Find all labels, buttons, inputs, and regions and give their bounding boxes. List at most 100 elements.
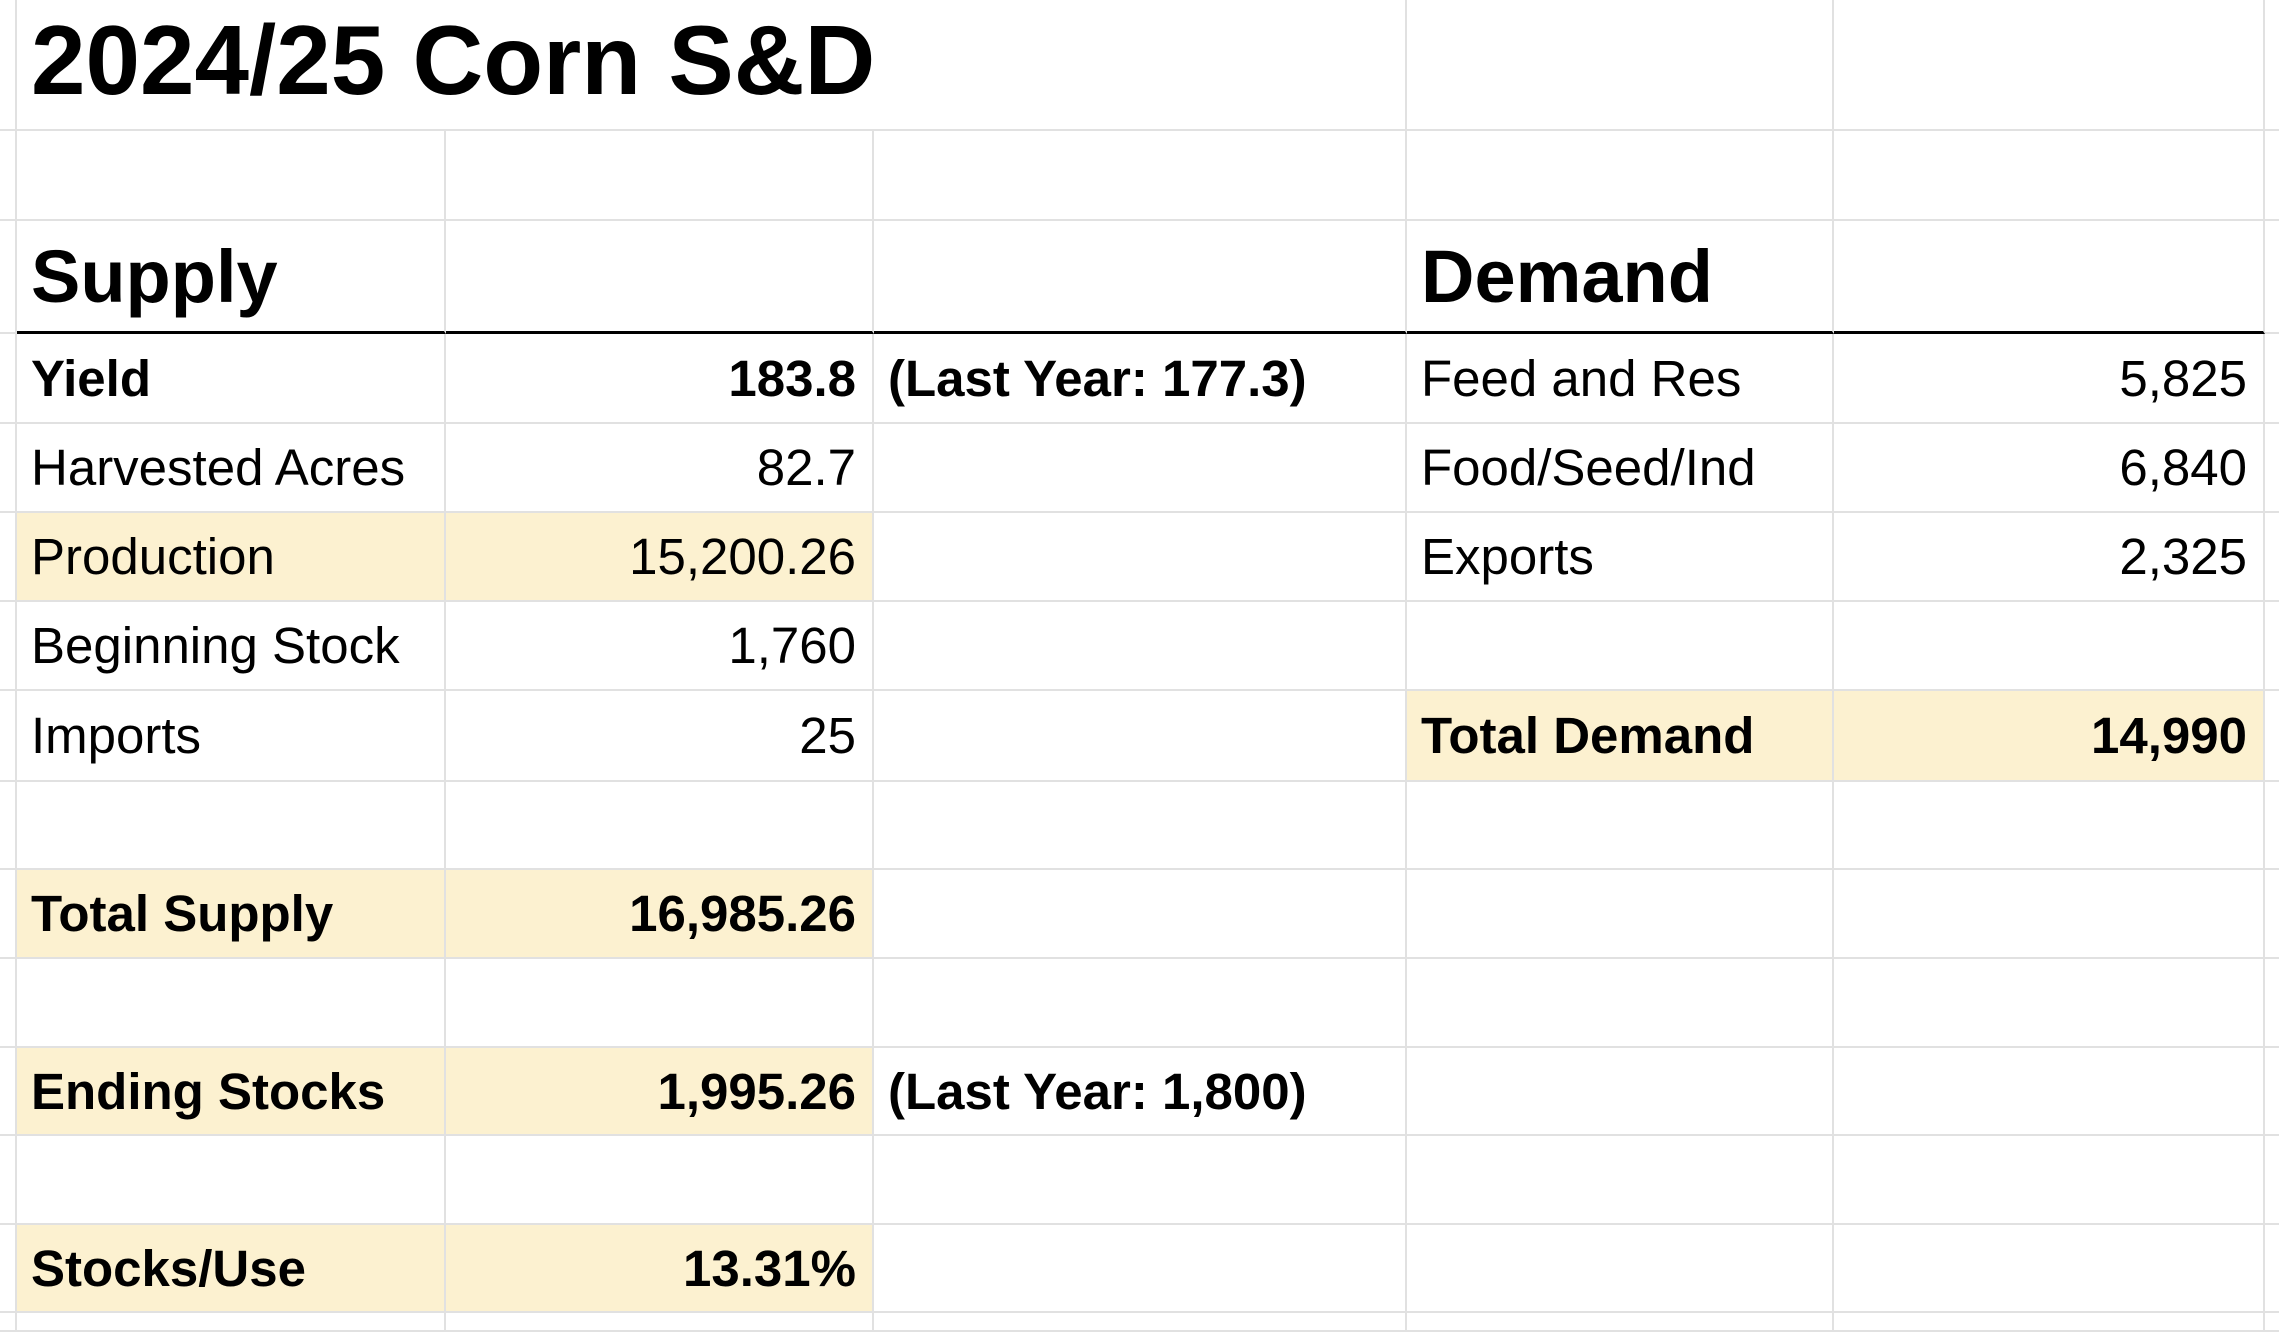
cell-text: 1,760 bbox=[446, 602, 874, 691]
cell bbox=[17, 1136, 446, 1225]
cell bbox=[1834, 602, 2265, 691]
cell bbox=[1834, 782, 2265, 870]
cell-text: Production bbox=[17, 513, 446, 602]
row-gutter bbox=[0, 691, 17, 782]
cell bbox=[1407, 602, 1834, 691]
row-gutter bbox=[0, 870, 17, 959]
cell bbox=[874, 424, 1407, 513]
cell bbox=[874, 602, 1407, 691]
cell bbox=[1407, 782, 1834, 870]
cell bbox=[1407, 1048, 1834, 1136]
cell bbox=[446, 1136, 874, 1225]
cell-text: Demand bbox=[1407, 221, 1834, 334]
row-gutter bbox=[0, 131, 17, 221]
cell bbox=[1407, 1225, 1834, 1313]
row-gutter bbox=[0, 424, 17, 513]
cell bbox=[446, 221, 874, 334]
row-gutter bbox=[0, 1048, 17, 1136]
cell-text: Harvested Acres bbox=[17, 424, 446, 513]
cell-text: Yield bbox=[17, 334, 446, 424]
cell bbox=[2265, 1136, 2279, 1225]
cell bbox=[1834, 870, 2265, 959]
row-gutter bbox=[0, 334, 17, 424]
cell-text: 14,990 bbox=[1834, 691, 2265, 782]
cell-text: Supply bbox=[17, 221, 446, 334]
row-gutter bbox=[0, 1136, 17, 1225]
cell bbox=[874, 870, 1407, 959]
cell-text: 25 bbox=[446, 691, 874, 782]
cell bbox=[2265, 870, 2279, 959]
cell bbox=[2265, 1048, 2279, 1136]
cell bbox=[1407, 1313, 1834, 1332]
cell-text: (Last Year: 1,800) bbox=[874, 1048, 1407, 1136]
cell bbox=[2265, 602, 2279, 691]
cell-text: Food/Seed/Ind bbox=[1407, 424, 1834, 513]
row-gutter bbox=[0, 0, 17, 131]
row-gutter bbox=[0, 602, 17, 691]
cell bbox=[17, 782, 446, 870]
cell bbox=[1407, 131, 1834, 221]
cell bbox=[874, 1136, 1407, 1225]
cell bbox=[1407, 0, 1834, 131]
cell-text: 13.31% bbox=[446, 1225, 874, 1313]
cell bbox=[874, 131, 1407, 221]
row-gutter bbox=[0, 1313, 17, 1332]
cell bbox=[1834, 959, 2265, 1048]
cell bbox=[1834, 1313, 2265, 1332]
cell bbox=[17, 1313, 446, 1332]
cell bbox=[2265, 1225, 2279, 1313]
cell bbox=[874, 1225, 1407, 1313]
cell bbox=[1407, 959, 1834, 1048]
cell bbox=[1407, 870, 1834, 959]
cell bbox=[446, 959, 874, 1048]
cell-text: 183.8 bbox=[446, 334, 874, 424]
cell bbox=[2265, 1313, 2279, 1332]
cell bbox=[2265, 959, 2279, 1048]
cell bbox=[446, 782, 874, 870]
cell-text: Feed and Res bbox=[1407, 334, 1834, 424]
cell-text: Total Supply bbox=[17, 870, 446, 959]
cell-text: 15,200.26 bbox=[446, 513, 874, 602]
cell-text: Exports bbox=[1407, 513, 1834, 602]
cell bbox=[874, 1313, 1407, 1332]
cell bbox=[17, 131, 446, 221]
cell bbox=[1834, 1136, 2265, 1225]
cell-text: Imports bbox=[17, 691, 446, 782]
cell bbox=[2265, 513, 2279, 602]
cell-text: 2,325 bbox=[1834, 513, 2265, 602]
cell-text: 16,985.26 bbox=[446, 870, 874, 959]
cell bbox=[874, 959, 1407, 1048]
cell bbox=[2265, 0, 2279, 131]
cell bbox=[1834, 0, 2265, 131]
cell bbox=[874, 782, 1407, 870]
cell-text: 6,840 bbox=[1834, 424, 2265, 513]
cell bbox=[1407, 1136, 1834, 1225]
row-gutter bbox=[0, 782, 17, 870]
cell-text: Beginning Stock bbox=[17, 602, 446, 691]
row-gutter bbox=[0, 1225, 17, 1313]
cell bbox=[2265, 334, 2279, 424]
cell bbox=[2265, 782, 2279, 870]
cell bbox=[1834, 131, 2265, 221]
cell bbox=[874, 221, 1407, 334]
cell-text: Total Demand bbox=[1407, 691, 1834, 782]
cell bbox=[1834, 221, 2265, 334]
cell bbox=[17, 959, 446, 1048]
cell-text: 82.7 bbox=[446, 424, 874, 513]
row-gutter bbox=[0, 221, 17, 334]
cell bbox=[2265, 424, 2279, 513]
row-gutter bbox=[0, 959, 17, 1048]
cell bbox=[2265, 691, 2279, 782]
cell-text: Stocks/Use bbox=[17, 1225, 446, 1313]
row-gutter bbox=[0, 513, 17, 602]
cell bbox=[2265, 221, 2279, 334]
cell-text: 2024/25 Corn S&D bbox=[17, 0, 1407, 131]
cell-text: 5,825 bbox=[1834, 334, 2265, 424]
cell bbox=[1834, 1225, 2265, 1313]
cell bbox=[1834, 1048, 2265, 1136]
cell-text: Ending Stocks bbox=[17, 1048, 446, 1136]
cell bbox=[446, 131, 874, 221]
cell-text: (Last Year: 177.3) bbox=[874, 334, 1407, 424]
cell bbox=[446, 1313, 874, 1332]
cell bbox=[2265, 131, 2279, 221]
